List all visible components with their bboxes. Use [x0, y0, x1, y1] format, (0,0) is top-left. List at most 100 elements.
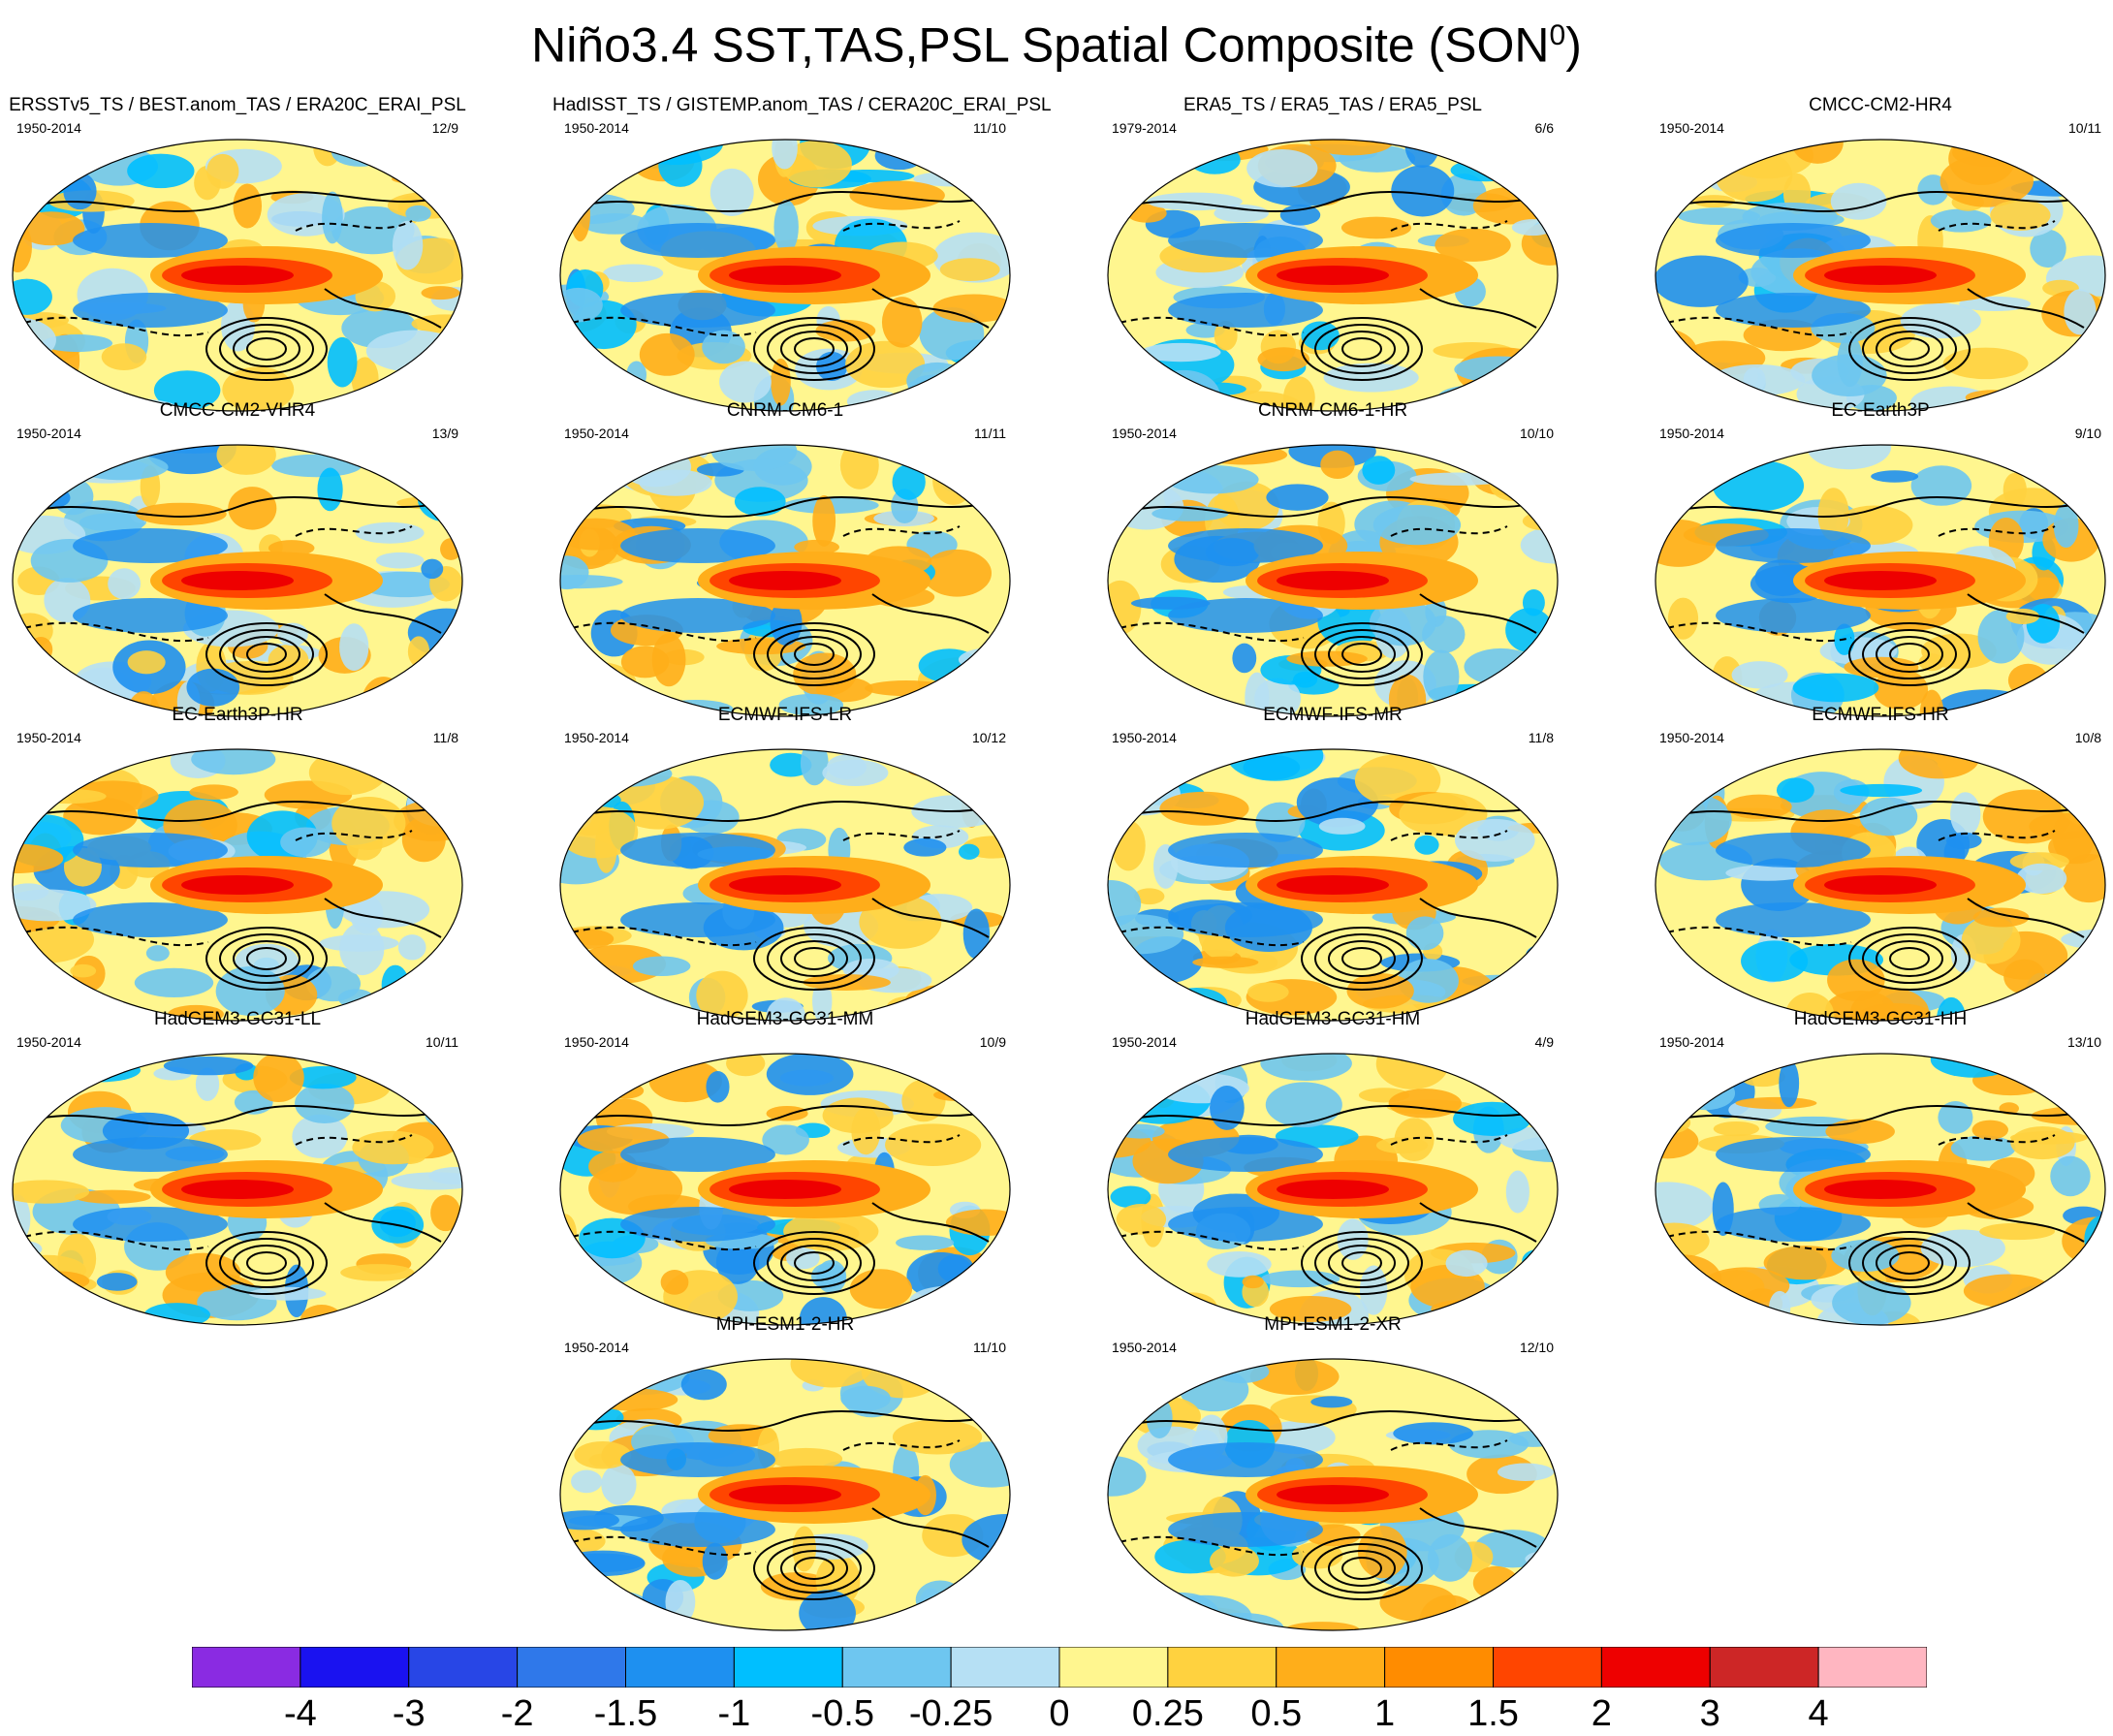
panel-period: 1950-2014: [564, 1034, 629, 1050]
panel-ratio: 4/9: [1534, 1034, 1554, 1050]
title-text: Niño3.4 SST,TAS,PSL Spatial Composite (S…: [531, 17, 1550, 73]
panel-title: HadGEM3-GC31-MM: [696, 1009, 874, 1029]
panel-period: 1979-2014: [1112, 120, 1177, 136]
panel-ratio: 11/10: [973, 1340, 1006, 1355]
panel-title: EC-Earth3P-HR: [172, 705, 303, 725]
panel-period: 1950-2014: [1112, 1340, 1177, 1355]
globe-map: [12, 1053, 463, 1326]
colorbar-segment: [1276, 1647, 1386, 1688]
map-panel: MPI-ESM1-2-HR 1950-2014 11/10: [552, 1314, 1018, 1634]
title-superscript: 0: [1549, 19, 1566, 51]
panel-period: 1950-2014: [1659, 120, 1724, 136]
globe-map: [12, 444, 463, 717]
panel-period: 1950-2014: [564, 1340, 629, 1355]
globe-map: [1107, 444, 1559, 717]
panel-title: MPI-ESM1-2-HR: [715, 1314, 855, 1335]
globe-map: [559, 1053, 1011, 1326]
colorbar-label: 0: [1049, 1693, 1070, 1734]
colorbar-segment: [1600, 1647, 1711, 1688]
map-panel: CMCC-CM2-HR4 1950-2014 10/11: [1648, 95, 2113, 415]
panel-ratio: 10/11: [2068, 120, 2101, 136]
panel-ratio: 11/8: [1528, 730, 1554, 745]
panel-title: HadGEM3-GC31-LL: [153, 1009, 322, 1029]
colorbar-label: 4: [1808, 1693, 1829, 1734]
panel-ratio: 13/10: [2066, 1034, 2101, 1050]
globe-map: [1655, 139, 2106, 412]
colorbar-label: 0.5: [1250, 1693, 1303, 1734]
panel-title: HadGEM3-GC31-HM: [1245, 1009, 1421, 1029]
colorbar-label: 1: [1374, 1693, 1396, 1734]
panel-period: 1950-2014: [1659, 426, 1724, 441]
map-panel: EC-Earth3P 1950-2014 9/10: [1648, 400, 2113, 720]
panel-title: CNRM-CM6-1-HR: [1257, 400, 1408, 421]
panel-title: EC-Earth3P: [1831, 400, 1930, 421]
colorbar: [192, 1647, 1927, 1688]
colorbar-label: 3: [1699, 1693, 1720, 1734]
map-panel: CNRM-CM6-1 1950-2014 11/11: [552, 400, 1018, 720]
colorbar-segment: [1493, 1647, 1602, 1688]
map-panel: HadGEM3-GC31-HH 1950-2014 13/10: [1648, 1009, 2113, 1329]
panel-period: 1950-2014: [564, 120, 629, 136]
colorbar-label: 2: [1591, 1693, 1612, 1734]
colorbar-segment: [1384, 1647, 1494, 1688]
panel-ratio: 12/9: [431, 120, 458, 136]
globe-map: [559, 444, 1011, 717]
colorbar-label: 0.25: [1131, 1693, 1204, 1734]
globe-map: [1107, 1358, 1559, 1631]
globe-map: [1655, 748, 2106, 1022]
globe-map: [12, 139, 463, 412]
map-panel: HadGEM3-GC31-LL 1950-2014 10/11: [5, 1009, 470, 1329]
panel-period: 1950-2014: [1659, 730, 1724, 745]
colorbar-segment: [1709, 1647, 1819, 1688]
colorbar-label: -1.5: [593, 1693, 658, 1734]
globe-map: [559, 1358, 1011, 1631]
panel-title: ERSSTv5_TS / BEST.anom_TAS / ERA20C_ERAI…: [9, 95, 466, 115]
panel-title: HadGEM3-GC31-HH: [1793, 1009, 1968, 1029]
colorbar-segment: [408, 1647, 519, 1688]
panel-title: CMCC-CM2-HR4: [1809, 95, 1952, 115]
map-panel: ECMWF-IFS-MR 1950-2014 11/8: [1100, 705, 1565, 1025]
colorbar-segment: [192, 1647, 301, 1688]
panel-period: 1950-2014: [16, 730, 81, 745]
panel-period: 1950-2014: [564, 730, 629, 745]
map-panel: CMCC-CM2-VHR4 1950-2014 13/9: [5, 400, 470, 720]
map-panel: ERA5_TS / ERA5_TAS / ERA5_PSL 1979-2014 …: [1100, 95, 1565, 415]
panel-period: 1950-2014: [16, 1034, 81, 1050]
colorbar-segment: [625, 1647, 735, 1688]
panel-title: CNRM-CM6-1: [726, 400, 844, 421]
page-title: Niño3.4 SST,TAS,PSL Spatial Composite (S…: [0, 6, 2113, 76]
panel-title: CMCC-CM2-VHR4: [159, 400, 316, 421]
globe-map: [1107, 139, 1559, 412]
globe-map: [559, 748, 1011, 1022]
panel-ratio: 9/10: [2074, 426, 2101, 441]
colorbar-label: -4: [283, 1693, 317, 1734]
colorbar-label: 1.5: [1467, 1693, 1519, 1734]
map-panel: ECMWF-IFS-LR 1950-2014 10/12: [552, 705, 1018, 1025]
panel-period: 1950-2014: [1659, 1034, 1724, 1050]
panel-ratio: 10/12: [971, 730, 1006, 745]
panel-ratio: 10/9: [979, 1034, 1006, 1050]
panel-ratio: 11/8: [432, 730, 458, 745]
colorbar-segment: [300, 1647, 410, 1688]
panel-period: 1950-2014: [564, 426, 629, 441]
colorbar-segment: [950, 1647, 1060, 1688]
panel-period: 1950-2014: [16, 120, 81, 136]
colorbar-label: -1: [717, 1693, 751, 1734]
colorbar-segment: [733, 1647, 843, 1688]
panel-period: 1950-2014: [1112, 426, 1177, 441]
panel-title: ERA5_TS / ERA5_TAS / ERA5_PSL: [1183, 95, 1482, 115]
colorbar-label: -0.5: [810, 1693, 874, 1734]
map-panel: HadGEM3-GC31-HM 1950-2014 4/9: [1100, 1009, 1565, 1329]
globe-map: [1655, 444, 2106, 717]
panel-title: ECMWF-IFS-MR: [1263, 705, 1403, 725]
map-panel: CNRM-CM6-1-HR 1950-2014 10/10: [1100, 400, 1565, 720]
colorbar-label: -2: [500, 1693, 534, 1734]
panel-ratio: 10/10: [1519, 426, 1554, 441]
panel-ratio: 10/8: [2074, 730, 2101, 745]
globe-map: [1107, 1053, 1559, 1326]
colorbar-segment: [841, 1647, 952, 1688]
map-panel: EC-Earth3P-HR 1950-2014 11/8: [5, 705, 470, 1025]
map-panel: MPI-ESM1-2-XR 1950-2014 12/10: [1100, 1314, 1565, 1634]
colorbar-segment: [1817, 1647, 1927, 1688]
panel-title: ECMWF-IFS-LR: [717, 705, 853, 725]
